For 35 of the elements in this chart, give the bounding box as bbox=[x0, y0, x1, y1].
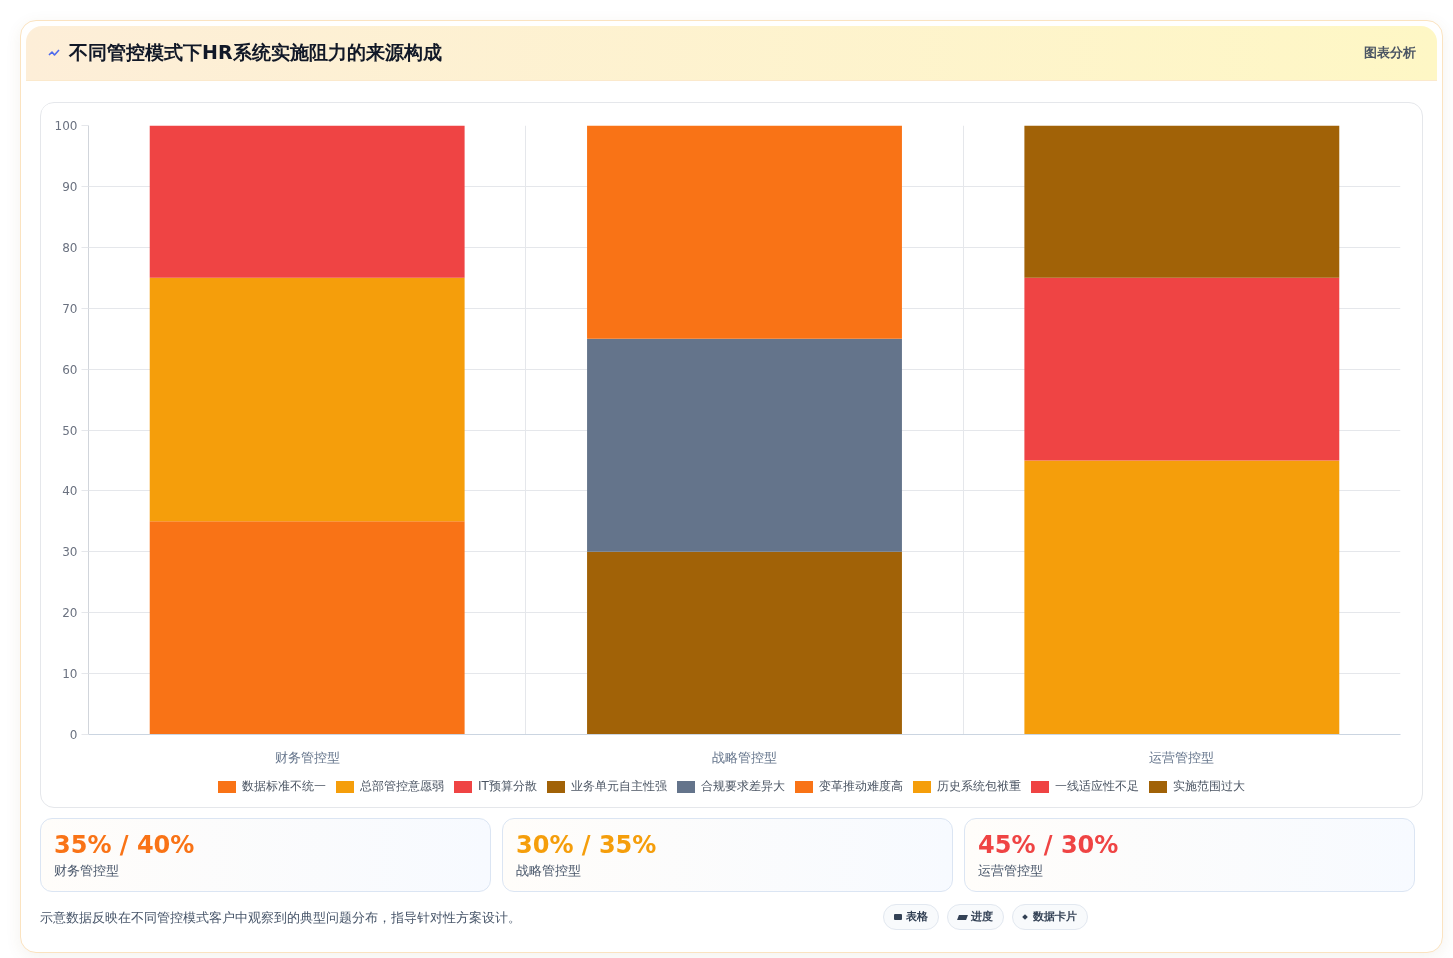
y-tick-label: 30 bbox=[62, 545, 78, 560]
legend-label: 历史系统包袱重 bbox=[936, 778, 1021, 796]
legend-label: 一线适应性不足 bbox=[1054, 778, 1139, 796]
y-tick-label: 40 bbox=[62, 484, 78, 499]
x-tick-label: 战略管控型 bbox=[712, 749, 777, 765]
y-tick-label: 50 bbox=[62, 423, 78, 438]
y-tick-label: 100 bbox=[54, 119, 78, 133]
y-tick-label: 0 bbox=[69, 728, 78, 742]
y-tick-label: 10 bbox=[62, 667, 78, 682]
legend-label: 总部管控意愿弱 bbox=[360, 778, 445, 796]
x-tick-label: 运营管控型 bbox=[1149, 749, 1215, 765]
y-tick-label: 90 bbox=[62, 179, 78, 194]
text: 表格 bbox=[883, 904, 939, 930]
legend-label: 数据标准不统一 bbox=[242, 778, 327, 796]
text: 数据卡片 bbox=[1012, 904, 1088, 930]
text: 战略管控型 bbox=[516, 863, 582, 879]
text: 进度 bbox=[947, 904, 1004, 930]
text: 财务管控型 bbox=[54, 863, 120, 879]
legend-label: 实施范围过大 bbox=[1172, 778, 1245, 796]
text: 35% / 40% bbox=[54, 830, 196, 860]
y-tick-label: 70 bbox=[62, 301, 78, 316]
text: 示意数据反映在不同管控模式客户中观察到的典型问题分布，指导针对性方案设计。 bbox=[40, 909, 521, 927]
legend-label: 业务单元自主性强 bbox=[570, 778, 667, 796]
legend-label: IT预算分散 bbox=[478, 778, 537, 796]
y-tick-label: 80 bbox=[62, 240, 78, 255]
chart-title: 不同管控模式下HR系统实施阻力的来源构成 bbox=[69, 40, 442, 66]
legend-label: 变革推动难度高 bbox=[818, 778, 903, 796]
legend-label: 合规要求差异大 bbox=[700, 778, 785, 796]
text: 图表分析 bbox=[1364, 43, 1416, 62]
text: 45% / 30% bbox=[978, 830, 1120, 860]
text: 运营管控型 bbox=[978, 863, 1044, 879]
y-tick-label: 20 bbox=[62, 606, 78, 621]
x-tick-label: 财务管控型 bbox=[274, 749, 340, 765]
y-tick-label: 60 bbox=[62, 362, 78, 377]
text: 30% / 35% bbox=[516, 830, 658, 860]
